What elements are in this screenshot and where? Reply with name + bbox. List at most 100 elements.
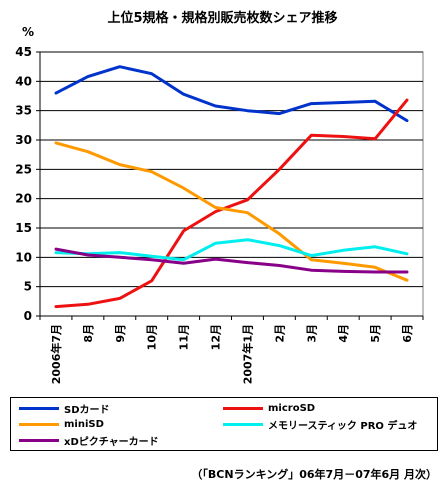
legend-swatch-sd bbox=[19, 406, 59, 410]
data-point bbox=[55, 142, 57, 144]
data-point bbox=[214, 206, 217, 209]
data-point bbox=[246, 261, 249, 264]
series-line-1 bbox=[54, 98, 409, 309]
legend-label-xd: xDピクチャーカード bbox=[64, 436, 159, 448]
data-point bbox=[342, 262, 345, 265]
line-chart: % 0 5 10 15 20 25 30 35 40 45 2006年7月 8月 9月 10月 11月 12月… bbox=[15, 25, 424, 384]
legend-swatch-minisd bbox=[19, 422, 59, 426]
data-point bbox=[246, 211, 249, 214]
y-tick-label: 25 bbox=[15, 162, 32, 176]
data-point bbox=[278, 244, 281, 247]
data-point bbox=[118, 65, 121, 68]
source-note: （「BCNランキング」06年7月－07年6月 月次） bbox=[191, 468, 437, 481]
y-tick-label: 15 bbox=[15, 221, 32, 235]
data-point bbox=[87, 150, 89, 153]
legend-item-microsd: microSD bbox=[223, 401, 315, 415]
data-point bbox=[214, 242, 217, 245]
data-point bbox=[214, 210, 217, 213]
data-point bbox=[118, 297, 121, 300]
x-tick-label: 2006年7月 bbox=[49, 324, 63, 384]
x-tick-label: 6月 bbox=[401, 324, 414, 343]
legend-swatch-microsd bbox=[223, 406, 263, 410]
data-point bbox=[374, 245, 376, 248]
y-tick-label: 0 bbox=[24, 309, 32, 323]
data-point bbox=[246, 199, 249, 201]
data-point bbox=[182, 230, 185, 232]
data-point bbox=[342, 270, 345, 273]
chart-title: 上位5規格・規格別販売枚数シェア推移 bbox=[107, 11, 338, 26]
series-line-4 bbox=[54, 247, 409, 274]
data-point bbox=[374, 266, 376, 269]
data-point bbox=[87, 254, 89, 256]
data-point bbox=[278, 168, 281, 171]
legend-item-minisd: miniSD bbox=[19, 417, 104, 431]
data-point bbox=[406, 279, 408, 282]
data-point bbox=[374, 271, 376, 273]
x-tick-label: 5月 bbox=[369, 324, 382, 343]
data-point bbox=[374, 138, 376, 140]
data-point bbox=[406, 253, 408, 255]
data-point bbox=[374, 100, 376, 103]
legend-swatch-memorystick bbox=[223, 422, 263, 426]
y-tick-label: 10 bbox=[15, 250, 32, 264]
data-point bbox=[55, 305, 57, 308]
x-tick-label: 4月 bbox=[337, 324, 350, 343]
x-tick-label: 10月 bbox=[146, 324, 159, 350]
x-tick-label: 3月 bbox=[305, 324, 318, 343]
x-tick-label: 2月 bbox=[273, 324, 286, 343]
data-point bbox=[278, 233, 281, 235]
x-tick-label: 2007年1月 bbox=[240, 324, 254, 384]
data-point bbox=[55, 92, 57, 94]
data-point bbox=[150, 258, 153, 261]
data-point bbox=[246, 109, 249, 112]
y-tick-label: 40 bbox=[15, 74, 32, 88]
data-point bbox=[406, 99, 408, 101]
legend-item-sd: SDカード bbox=[19, 401, 110, 416]
data-point bbox=[150, 170, 153, 173]
data-point bbox=[310, 102, 313, 105]
data-point bbox=[342, 135, 345, 138]
data-point bbox=[310, 254, 313, 257]
legend: SDカード microSD miniSD メモリースティック PRO デュオ x… bbox=[10, 397, 438, 451]
data-point bbox=[214, 258, 217, 260]
data-point bbox=[55, 248, 57, 250]
y-tick-label: 30 bbox=[15, 133, 32, 147]
data-point bbox=[278, 112, 281, 115]
x-tick-label: 11月 bbox=[178, 324, 191, 350]
series-line-2 bbox=[54, 141, 409, 282]
data-point bbox=[214, 105, 217, 107]
data-point bbox=[182, 258, 185, 261]
data-point bbox=[87, 303, 89, 306]
legend-label-memorystick: メモリースティック PRO デュオ bbox=[268, 420, 418, 432]
data-point bbox=[310, 134, 313, 137]
data-point bbox=[342, 101, 345, 104]
data-point bbox=[87, 75, 89, 78]
legend-item-memorystick: メモリースティック PRO デュオ bbox=[223, 417, 418, 432]
data-point bbox=[150, 72, 153, 75]
x-tick-label: 8月 bbox=[82, 324, 95, 343]
data-point bbox=[406, 271, 408, 273]
data-point bbox=[150, 255, 153, 257]
legend-item-xd: xDピクチャーカード bbox=[19, 433, 159, 448]
legend-swatch-xd bbox=[19, 438, 59, 442]
data-point bbox=[118, 163, 121, 166]
data-point bbox=[55, 251, 57, 254]
data-point bbox=[150, 280, 153, 282]
y-tick-label: 20 bbox=[15, 192, 32, 206]
data-point bbox=[310, 258, 313, 261]
series-line-3 bbox=[54, 238, 409, 262]
data-point bbox=[246, 238, 249, 241]
data-point bbox=[182, 187, 185, 189]
y-tick-label: 35 bbox=[15, 104, 32, 118]
y-axis-unit-label: % bbox=[22, 25, 34, 39]
x-tick-label: 9月 bbox=[114, 324, 127, 343]
data-point bbox=[182, 93, 185, 96]
x-tick-label: 12月 bbox=[210, 324, 223, 350]
legend-label-minisd: miniSD bbox=[64, 418, 104, 430]
series-line-0 bbox=[54, 65, 409, 123]
y-tick-label: 45 bbox=[15, 45, 32, 59]
data-point bbox=[310, 269, 313, 272]
legend-label-microsd: microSD bbox=[268, 402, 316, 414]
y-tick-label: 5 bbox=[24, 280, 32, 294]
data-point bbox=[118, 251, 121, 254]
